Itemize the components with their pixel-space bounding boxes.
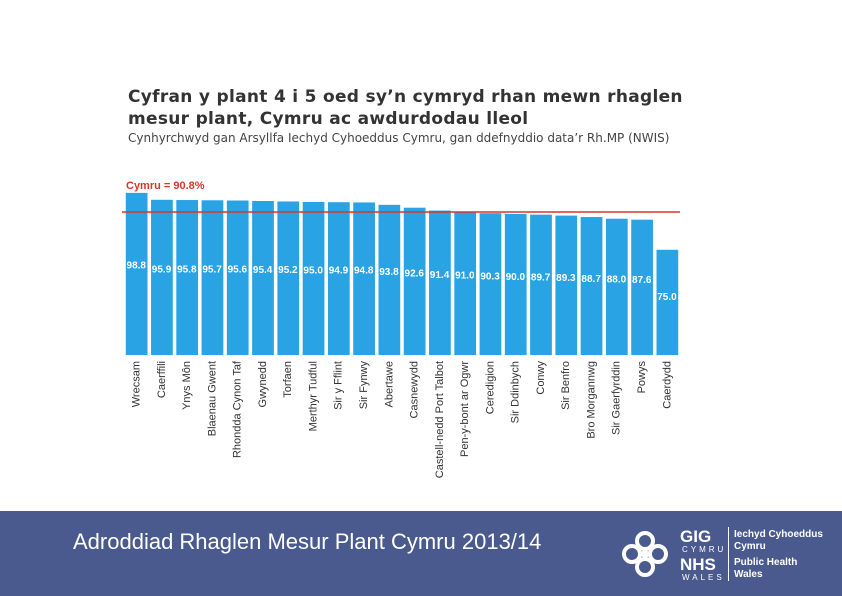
value-label: 95.6 (228, 265, 248, 276)
bar (302, 201, 325, 355)
value-label: 98.8 (127, 260, 147, 271)
bar (151, 199, 173, 355)
value-label: 95.2 (278, 265, 298, 276)
logo-text: Public Health Wales (734, 557, 798, 580)
x-tick-label: Blaenau Gwent (206, 361, 218, 436)
value-label: 91.4 (430, 270, 450, 281)
x-tick-label: Casnewydd (409, 361, 421, 418)
logo-divider (728, 527, 729, 581)
x-tick-label: Conwy (535, 361, 547, 395)
value-label: 87.6 (632, 275, 652, 286)
bar (125, 192, 148, 355)
x-tick-label: Sir Benfro (560, 361, 572, 410)
x-tick-label: Sir Ddinbych (510, 361, 522, 423)
logo-emblem (622, 531, 668, 577)
bar (504, 213, 527, 355)
x-tick-label: Caerffili (156, 361, 168, 398)
bar (605, 218, 628, 355)
logo-text: WALES (682, 573, 725, 582)
x-tick-label: Merthyr Tudful (307, 361, 319, 431)
x-tick-label: Sir y Fflint (333, 361, 345, 410)
bar (378, 204, 401, 355)
value-label: 75.0 (657, 292, 677, 303)
reference-label: Cymru = 90.8% (126, 180, 205, 192)
x-tick-label: Torfaen (282, 361, 294, 398)
bar (530, 214, 552, 355)
bar (631, 219, 653, 355)
logo-text: CYMRU (682, 545, 727, 554)
value-label: 93.8 (379, 267, 399, 278)
bar (327, 202, 350, 355)
x-tick-label: Pen-y-bont ar Ogwr (459, 361, 471, 457)
footer-title: Adroddiad Rhaglen Mesur Plant Cymru 2013… (73, 529, 542, 554)
bar (656, 249, 679, 355)
logo-text: NHS (680, 555, 716, 574)
value-label: 89.7 (531, 272, 551, 283)
x-tick-label: Wrecsam (131, 361, 143, 407)
value-label: 95.7 (202, 265, 222, 276)
x-tick-label: Sir Fynwy (358, 361, 370, 410)
value-label: 88.0 (607, 275, 627, 286)
chart-title: Cyfran y plant 4 i 5 oed sy’n cymryd rha… (128, 87, 683, 129)
value-label: 89.3 (556, 273, 576, 284)
chart: Cymru = 90.8% 98.8 Wrecsam 95.9 Caerffili 95… (122, 180, 680, 478)
bar (226, 200, 249, 355)
x-tick-label: Bro Morgannwg (585, 361, 597, 439)
x-tick-label: Castell-nedd Port Talbot (434, 361, 446, 478)
x-tick-label: Sir Gaerfyrddin (611, 361, 623, 435)
bar (429, 210, 451, 355)
x-tick-label: Gwynedd (257, 361, 269, 407)
value-label: 95.0 (303, 265, 323, 276)
logo: GIG CYMRU NHS WALES Iechyd Cyhoeddus Cym… (620, 523, 830, 585)
value-label: 92.6 (405, 269, 425, 280)
bar (454, 211, 477, 355)
bar (201, 200, 224, 355)
value-label: 91.0 (455, 271, 475, 282)
bar (176, 200, 199, 355)
value-label: 88.7 (581, 274, 601, 285)
x-tick-label: Ynys Môn (181, 361, 193, 410)
logo-text: Iechyd Cyhoeddus Cymru (734, 529, 823, 552)
bar (277, 201, 300, 355)
value-label: 95.8 (177, 264, 197, 275)
value-label: 90.3 (480, 272, 500, 283)
chart-subtitle: Cynhyrchwyd gan Arsyllfa Iechyd Cyhoeddu… (128, 131, 670, 145)
bar (353, 202, 375, 355)
value-label: 95.4 (253, 265, 273, 276)
bar (580, 217, 603, 355)
footer: Adroddiad Rhaglen Mesur Plant Cymru 2013… (0, 511, 842, 596)
x-tick-label: Ceredigion (484, 361, 496, 414)
x-tick-label: Abertawe (383, 361, 395, 407)
logo-text: GIG (680, 527, 712, 546)
value-label: 90.0 (506, 272, 526, 283)
bar (555, 215, 578, 355)
value-label: 94.9 (329, 266, 349, 277)
x-tick-label: Caerdydd (661, 361, 673, 409)
value-label: 94.8 (354, 266, 374, 277)
bar (252, 201, 274, 355)
x-tick-label: Powys (636, 361, 648, 394)
bar (403, 207, 426, 355)
bar (479, 213, 502, 355)
value-label: 95.9 (152, 264, 172, 275)
x-tick-label: Rhondda Cynon Taf (232, 360, 244, 458)
